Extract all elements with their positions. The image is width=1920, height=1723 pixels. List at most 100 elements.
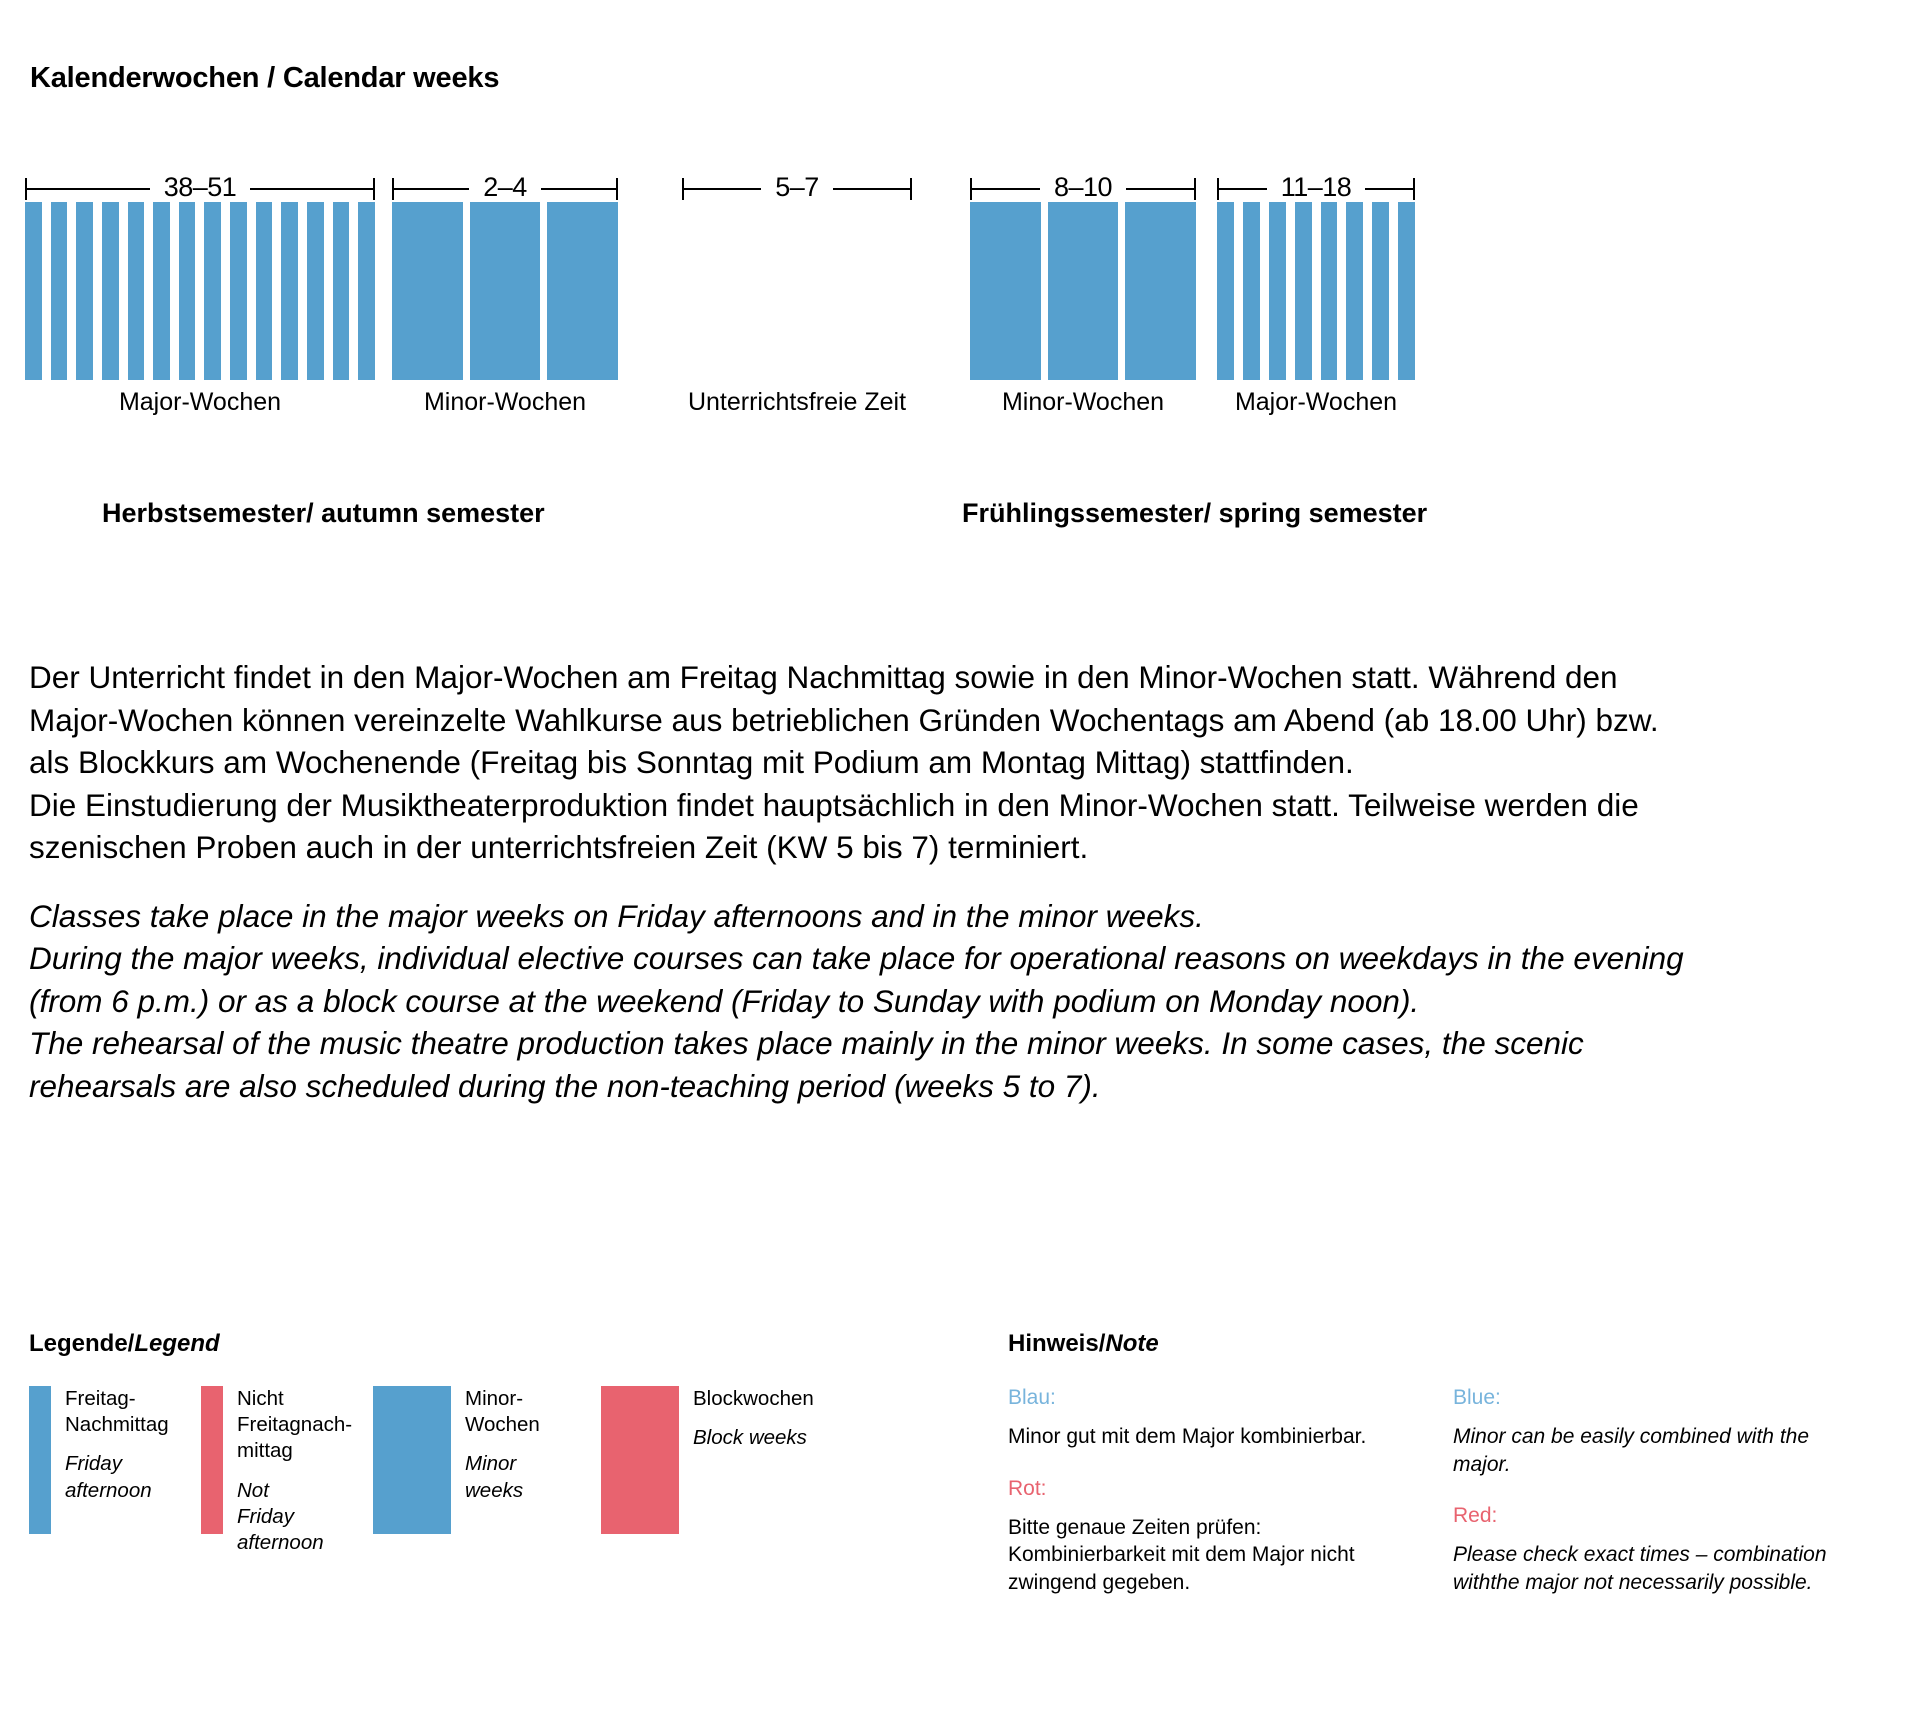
week-group-8-10: 8–10 Minor-Wochen [970, 160, 1197, 510]
group-label: Minor-Wochen [423, 388, 587, 416]
week-bar [1125, 202, 1197, 380]
week-group-11-18: 11–18 Major-Wochen [1217, 160, 1416, 510]
group-label: Major-Wochen [118, 388, 282, 416]
bracket-line-right [540, 188, 616, 190]
week-group-38-51: 38–51 Major-Wochen [25, 160, 375, 510]
bracket-cap-left [25, 178, 27, 200]
week-bar [1268, 202, 1286, 380]
range-label: 2–4 [483, 171, 527, 202]
week-group-5-7: 5–7 Unterrichtsfreie Zeit [682, 160, 912, 510]
bracket-cap-left [392, 178, 394, 200]
note-key-red: Red: [1453, 1504, 1498, 1528]
page-title: Kalenderwochen / Calendar weeks [30, 62, 500, 94]
week-bar [469, 202, 541, 380]
legend-swatch-red-narrow [201, 1386, 223, 1534]
week-bar [547, 202, 619, 380]
note-text-blue: Minor can be easily combined with the ma… [1453, 1425, 1810, 1476]
week-bar [230, 202, 247, 380]
legend-item-block-weeks: Blockwochen Block weeks [601, 1386, 853, 1534]
week-bar [76, 202, 93, 380]
range-label: 5–7 [775, 171, 819, 202]
legend-item-not-friday-afternoon: Nicht Freitagnach-mittag Not Friday afterno… [201, 1386, 359, 1556]
note-key-blue: Blue: [1453, 1386, 1501, 1409]
bar-set [1217, 202, 1415, 380]
legend-label-en: Minor weeks [465, 1452, 524, 1502]
week-bar [1346, 202, 1364, 380]
week-group-2-4: 2–4 Minor-Wochen [392, 160, 619, 510]
week-bar [281, 202, 299, 380]
bar-set [682, 202, 912, 380]
bracket-cap-right [1413, 178, 1416, 200]
week-bar [358, 202, 375, 380]
legend-label: Blockwochen Block weeks [693, 1386, 853, 1451]
week-bar [25, 202, 42, 380]
week-bar [1372, 202, 1390, 380]
bracket-line-right [1126, 188, 1195, 190]
group-label: Minor-Wochen [1001, 388, 1165, 416]
note: Hinweis/Note Blau: Minor gut mit dem Maj… [1008, 1330, 1898, 1623]
legend-title: Legende/Legend [29, 1330, 789, 1358]
note-column-de: Blau: Minor gut mit dem Major kombinierb… [1008, 1386, 1383, 1623]
bracket-cap-right [1194, 178, 1197, 200]
legend-item-friday-afternoon: Freitag- Nachmittag Friday afternoon [29, 1386, 187, 1534]
bar-set [392, 202, 619, 380]
paragraph-de-2: Die Einstudierung der Musiktheaterproduk… [29, 786, 1639, 866]
paragraph-spacer [29, 869, 1689, 895]
note-column-en: Blue: Minor can be easily combined with … [1453, 1386, 1828, 1623]
week-bar [153, 202, 170, 380]
week-bar [1217, 202, 1234, 380]
week-bar [1047, 202, 1119, 380]
legend-swatch-red-wide [601, 1386, 679, 1534]
bracket-line-left [1219, 188, 1267, 190]
bracket-cap-left [1217, 178, 1219, 200]
legend-label-en: Friday afternoon [65, 1452, 152, 1502]
legend-label-en: Not Friday afternoon [237, 1478, 324, 1555]
week-bar [50, 202, 68, 380]
legend-title-de: Legende/ [29, 1330, 135, 1357]
week-bar [204, 202, 222, 380]
description-text: Der Unterricht findet in den Major-Woche… [29, 656, 1689, 1107]
legend-label-en: Block weeks [693, 1426, 807, 1450]
note-key-red: Rot: [1008, 1476, 1047, 1500]
week-bar [1294, 202, 1312, 380]
note-text-red: Bitte genaue Zeiten prüfen: Kombinierbar… [1008, 1515, 1355, 1595]
range-bracket: 5–7 [682, 172, 912, 206]
semester-label-autumn: Herbstsemester/ autumn semester [102, 498, 545, 528]
range-bracket: 38–51 [25, 172, 375, 206]
legend-item-minor-weeks: Minor- Wochen Minor weeks [373, 1386, 587, 1534]
paragraph-en-3: The rehearsal of the music theatre produ… [29, 1025, 1584, 1104]
bracket-line-right [250, 188, 373, 190]
bracket-line-left [972, 188, 1040, 190]
note-key-blue: Blau: [1008, 1386, 1056, 1409]
legend-title-en: Legend [134, 1330, 220, 1357]
bracket-line-left [684, 188, 762, 190]
week-bar [970, 202, 1041, 380]
range-bracket: 8–10 [970, 172, 1197, 206]
bracket-line-left [27, 188, 150, 190]
week-bar [127, 202, 145, 380]
bracket-line-right [1365, 188, 1414, 190]
bar-set [25, 202, 375, 380]
note-title-de: Hinweis/ [1008, 1330, 1106, 1357]
bar-set [970, 202, 1197, 380]
week-bar [332, 202, 350, 380]
semester-label-spring: Frühlingssemester/ spring semester [962, 498, 1428, 528]
week-bar [255, 202, 273, 380]
bracket-cap-right [910, 178, 912, 200]
bracket-cap-left [682, 178, 684, 200]
legend-items: Freitag- Nachmittag Friday afternoon Nicht… [29, 1386, 814, 1556]
paragraph-en-1: Classes take place in the major weeks on… [29, 897, 1204, 934]
range-bracket: 2–4 [392, 172, 618, 206]
bracket-line-left [394, 188, 470, 190]
week-bar [392, 202, 463, 380]
legend: Legende/Legend Freitag- Nachmittag Friday… [29, 1330, 814, 1556]
range-label: 38–51 [163, 171, 237, 202]
group-label: Major-Wochen [1234, 388, 1398, 416]
legend-label-de: Freitag- Nachmittag [65, 1387, 169, 1437]
week-bar [101, 202, 119, 380]
calendar-weeks-diagram: 38–51 Major-Wochen 2–4 Minor-Wochen 5–7 … [0, 160, 1920, 510]
paragraph-de-1: Der Unterricht findet in den Major-Woche… [29, 659, 1659, 781]
group-label: Unterrichtsfreie Zeit [687, 388, 907, 416]
week-bar [178, 202, 196, 380]
week-bar [1320, 202, 1338, 380]
